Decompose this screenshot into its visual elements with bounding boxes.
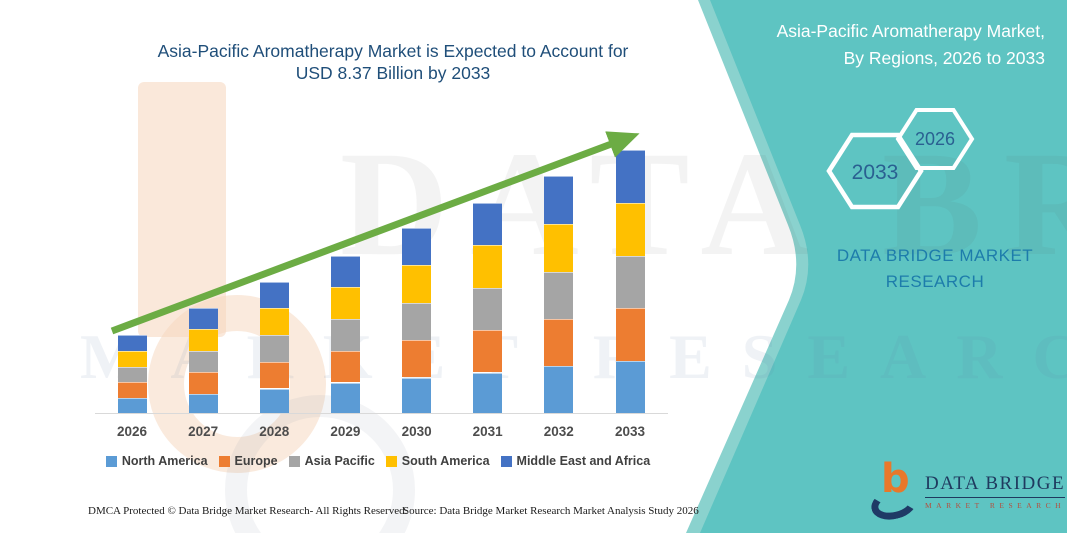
- bar-segment-2028-middle-east-and-africa: [259, 281, 289, 309]
- bar-segment-2032-south-america: [544, 223, 574, 272]
- legend-item-north-america: North America: [105, 454, 208, 468]
- legend-swatch-icon: [218, 455, 230, 467]
- panel-title-line1: Asia-Pacific Aromatherapy Market,: [776, 21, 1045, 41]
- bar-segment-2027-north-america: [188, 393, 218, 413]
- bar-segment-2031-middle-east-and-africa: [473, 202, 503, 246]
- bar-segment-2026-south-america: [117, 350, 147, 367]
- bar-segment-2032-asia-pacific: [544, 271, 574, 319]
- chart-title-line1: Asia-Pacific Aromatherapy Market is Expe…: [157, 41, 629, 61]
- bar-segment-2032-north-america: [544, 366, 574, 413]
- legend-swatch-icon: [500, 455, 512, 467]
- legend-label: Asia Pacific: [304, 454, 375, 468]
- bar-segment-2026-asia-pacific: [117, 366, 147, 383]
- legend-swatch-icon: [288, 455, 300, 467]
- bar-segment-2029-asia-pacific: [330, 319, 360, 351]
- bar-segment-2031-asia-pacific: [473, 287, 503, 330]
- brand-text-line2: RESEARCH: [885, 272, 985, 291]
- logo-text: DATA BRIDGE MARKET RESEARCH: [925, 473, 1066, 510]
- legend-item-middle-east-and-africa: Middle East and Africa: [500, 454, 651, 468]
- logo-b-icon: b: [881, 456, 910, 502]
- bar-segment-2028-south-america: [259, 308, 289, 336]
- brand-text-line1: DATA BRIDGE MARKET: [836, 246, 1034, 265]
- legend-label: Europe: [234, 454, 278, 468]
- x-axis-line: [95, 413, 668, 414]
- chart-title: Asia-Pacific Aromatherapy Market is Expe…: [105, 40, 681, 84]
- legend-swatch-icon: [105, 455, 117, 467]
- legend-item-asia-pacific: Asia Pacific: [288, 454, 375, 468]
- bar-segment-2031-north-america: [473, 372, 503, 413]
- x-axis-label-2033: 2033: [614, 424, 646, 439]
- bar-segment-2033-north-america: [615, 361, 645, 413]
- bar-segment-2028-europe: [259, 361, 289, 389]
- company-logo: b DATA BRIDGE MARKET RESEARCH: [868, 459, 1066, 525]
- bar-segment-2026-north-america: [117, 397, 147, 413]
- legend-swatch-icon: [385, 455, 397, 467]
- legend-item-south-america: South America: [385, 454, 490, 468]
- bar-segment-2028-north-america: [259, 388, 289, 413]
- legend-label: North America: [121, 454, 208, 468]
- bar-segment-2033-europe: [615, 308, 645, 362]
- chart-title-line2: USD 8.37 Billion by 2033: [295, 63, 491, 83]
- chart-legend: North America Europe Asia Pacific South Ame…: [58, 454, 698, 468]
- bar-segment-2029-europe: [330, 350, 360, 383]
- bar-segment-2031-south-america: [473, 245, 503, 288]
- bar-segment-2029-south-america: [330, 287, 360, 320]
- teal-panel-shape: [700, 0, 1067, 533]
- bar-segment-2033-asia-pacific: [615, 256, 645, 309]
- bar-segment-2033-south-america: [615, 202, 645, 257]
- x-axis-label-2029: 2029: [330, 424, 361, 439]
- bar-segment-2026-middle-east-and-africa: [117, 335, 147, 351]
- bar-segment-2032-europe: [544, 318, 574, 367]
- panel-title-line2: By Regions, 2026 to 2033: [843, 48, 1045, 68]
- logo-name: DATA BRIDGE: [925, 473, 1066, 498]
- bar-segment-2030-europe: [402, 340, 432, 378]
- bar-segment-2030-south-america: [402, 265, 432, 303]
- x-axis-label-2031: 2031: [472, 424, 503, 439]
- bar-segment-2028-asia-pacific: [259, 335, 289, 362]
- legend-label: South America: [401, 454, 490, 468]
- bar-segment-2031-europe: [473, 330, 503, 373]
- x-axis-label-2026: 2026: [116, 424, 148, 439]
- bar-segment-2029-middle-east-and-africa: [330, 255, 360, 288]
- legend-item-europe: Europe: [218, 454, 278, 468]
- legend-label: Middle East and Africa: [516, 454, 651, 468]
- bar-segment-2030-middle-east-and-africa: [402, 228, 432, 266]
- x-axis-label-2028: 2028: [259, 424, 290, 439]
- bar-segment-2032-middle-east-and-africa: [544, 176, 574, 224]
- bar-segment-2027-middle-east-and-africa: [188, 307, 218, 330]
- bar-segment-2029-north-america: [330, 382, 360, 413]
- copyright-text: DMCA Protected © Data Bridge Market Rese…: [88, 505, 408, 517]
- logo-tagline: MARKET RESEARCH: [925, 501, 1066, 510]
- bar-segment-2027-south-america: [188, 329, 218, 352]
- x-axis-label-2032: 2032: [543, 424, 574, 439]
- bar-segment-2030-asia-pacific: [402, 303, 432, 341]
- x-axis-label-2030: 2030: [401, 424, 432, 439]
- source-text: Source: Data Bridge Market Research Mark…: [403, 505, 699, 517]
- bar-segment-2026-europe: [117, 382, 147, 398]
- bar-segment-2027-asia-pacific: [188, 351, 218, 373]
- bar-segment-2027-europe: [188, 372, 218, 394]
- bar-segment-2030-north-america: [402, 377, 432, 413]
- panel-title: Asia-Pacific Aromatherapy Market, By Reg…: [715, 18, 1045, 72]
- brand-text: DATA BRIDGE MARKET RESEARCH: [818, 243, 1052, 295]
- x-axis-label-2027: 2027: [188, 424, 219, 439]
- bar-segment-2033-middle-east-and-africa: [615, 150, 645, 203]
